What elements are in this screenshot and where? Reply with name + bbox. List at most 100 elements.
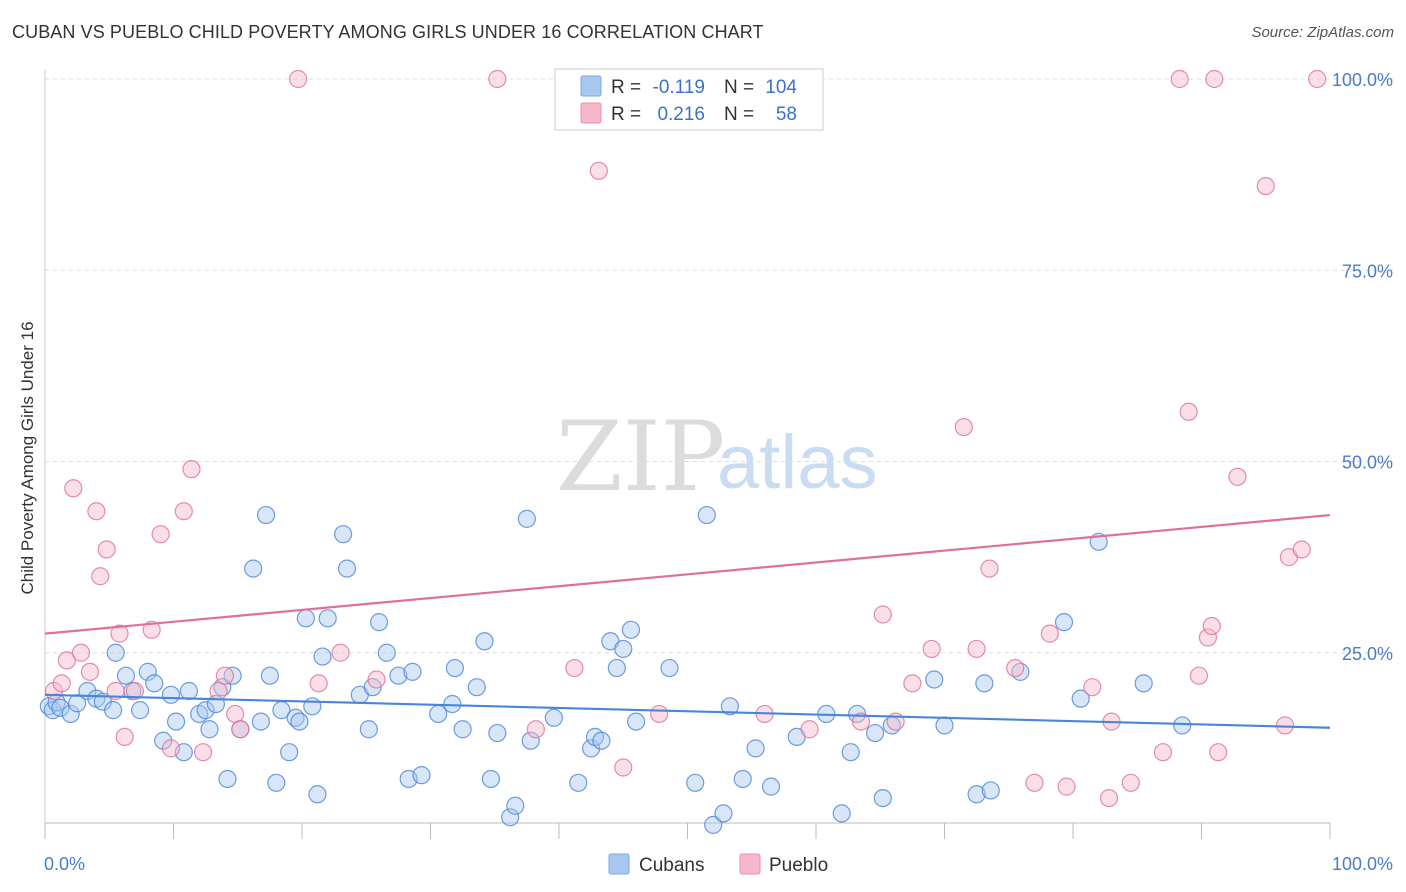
data-point-pueblo <box>650 704 669 724</box>
data-point-pueblo <box>231 720 250 739</box>
series-pueblo-points <box>44 69 1327 808</box>
data-point-cubans <box>318 609 337 628</box>
data-point-pueblo <box>87 502 106 521</box>
data-point-cubans <box>154 731 173 750</box>
data-point-cubans <box>303 697 322 716</box>
data-point-pueblo <box>71 643 91 662</box>
data-point-cubans <box>244 559 263 578</box>
legend-n-label-cubans: N = <box>724 77 754 98</box>
data-point-cubans <box>621 620 641 639</box>
data-point-cubans <box>544 708 563 727</box>
data-point-cubans <box>475 632 494 651</box>
data-point-cubans <box>506 796 525 815</box>
data-point-cubans <box>130 701 150 720</box>
bottom-legend-label-pueblo: Pueblo <box>769 855 828 876</box>
data-point-cubans <box>841 743 860 762</box>
data-point-pueblo <box>565 658 584 678</box>
data-point-cubans <box>866 723 885 743</box>
x-tick-label-max: 100.0% <box>1332 854 1393 874</box>
data-point-cubans <box>51 698 70 717</box>
data-point-pueblo <box>1025 773 1044 792</box>
data-point-pueblo <box>289 69 308 89</box>
data-point-cubans <box>501 808 520 827</box>
data-point-cubans <box>104 701 123 720</box>
bottom-legend-label-cubans: Cubans <box>639 855 705 876</box>
data-point-pueblo <box>1179 402 1198 421</box>
data-point-pueblo <box>1198 628 1218 647</box>
watermark-zip: ZIP <box>556 401 725 513</box>
data-point-pueblo <box>367 670 386 689</box>
data-point-cubans <box>981 781 1000 800</box>
data-point-pueblo <box>488 69 507 89</box>
data-point-pueblo <box>97 540 116 559</box>
axes <box>44 70 1331 839</box>
data-point-pueblo <box>309 674 328 693</box>
data-point-cubans <box>1054 613 1074 632</box>
data-point-cubans <box>453 720 472 739</box>
y-tick-label: 25.0% <box>1342 644 1393 664</box>
data-point-cubans <box>975 674 994 693</box>
data-point-cubans <box>1071 689 1090 708</box>
data-point-pueblo <box>106 681 125 701</box>
data-point-cubans <box>746 739 765 758</box>
data-point-pueblo <box>1170 69 1189 89</box>
y-axis-label: Child Poverty Among Girls Under 16 <box>18 321 37 594</box>
data-point-cubans <box>161 685 181 704</box>
data-point-cubans <box>370 613 389 632</box>
data-point-cubans <box>196 701 215 720</box>
legend-n-value-cubans: 104 <box>765 77 797 98</box>
data-point-cubans <box>223 666 242 685</box>
trend-line-cubans <box>44 693 1331 729</box>
data-point-cubans <box>582 739 601 758</box>
data-point-pueblo <box>1121 773 1140 792</box>
bottom-legend-swatch-pueblo <box>739 853 761 875</box>
data-point-pueblo <box>215 666 234 685</box>
data-point-pueblo <box>1040 624 1059 643</box>
data-point-pueblo <box>1057 777 1076 796</box>
series-legend: Cubans Pueblo <box>608 853 828 876</box>
data-point-cubans <box>592 731 611 750</box>
data-point-cubans <box>660 658 679 678</box>
legend-r-label-cubans: R = <box>611 77 641 98</box>
data-point-cubans <box>481 769 500 789</box>
data-point-pueblo <box>161 739 181 758</box>
data-point-cubans <box>488 723 507 743</box>
y-tick-labels: 25.0% 50.0% 75.0% 100.0% <box>1332 70 1393 664</box>
data-point-cubans <box>720 697 740 716</box>
data-point-cubans <box>218 769 237 789</box>
data-point-cubans <box>925 670 944 689</box>
data-point-cubans <box>337 559 357 578</box>
data-point-pueblo <box>954 417 973 437</box>
data-point-cubans <box>467 678 486 697</box>
data-point-cubans <box>935 716 954 735</box>
data-point-pueblo <box>1228 467 1247 486</box>
trend-line-pueblo <box>44 513 1331 635</box>
data-point-cubans <box>359 720 378 739</box>
data-point-cubans <box>704 815 723 834</box>
data-point-cubans <box>873 788 892 808</box>
data-point-pueblo <box>980 559 999 578</box>
data-point-cubans <box>733 769 752 789</box>
data-point-pueblo <box>526 720 545 739</box>
data-point-cubans <box>607 658 626 678</box>
data-point-cubans <box>521 731 540 750</box>
data-point-pueblo <box>142 620 161 639</box>
data-point-pueblo <box>331 643 350 662</box>
data-point-pueblo <box>209 681 228 701</box>
data-point-pueblo <box>52 674 71 693</box>
data-point-pueblo <box>1205 69 1224 89</box>
data-point-pueblo <box>125 681 145 701</box>
legend-r-label-pueblo: R = <box>611 104 641 125</box>
data-point-cubans <box>626 712 646 731</box>
data-point-pueblo <box>873 605 892 624</box>
legend-swatch-cubans <box>580 75 602 97</box>
correlation-legend: R = -0.119 N = 104 R = 0.216 N = 58 <box>554 68 824 131</box>
data-point-cubans <box>61 704 80 724</box>
legend-n-label-pueblo: N = <box>724 104 754 125</box>
data-point-pueblo <box>1202 616 1221 636</box>
data-point-cubans <box>256 505 276 525</box>
y-tick-label: 75.0% <box>1342 261 1393 281</box>
data-point-cubans <box>138 662 157 681</box>
legend-r-value-cubans: -0.119 <box>653 77 705 98</box>
